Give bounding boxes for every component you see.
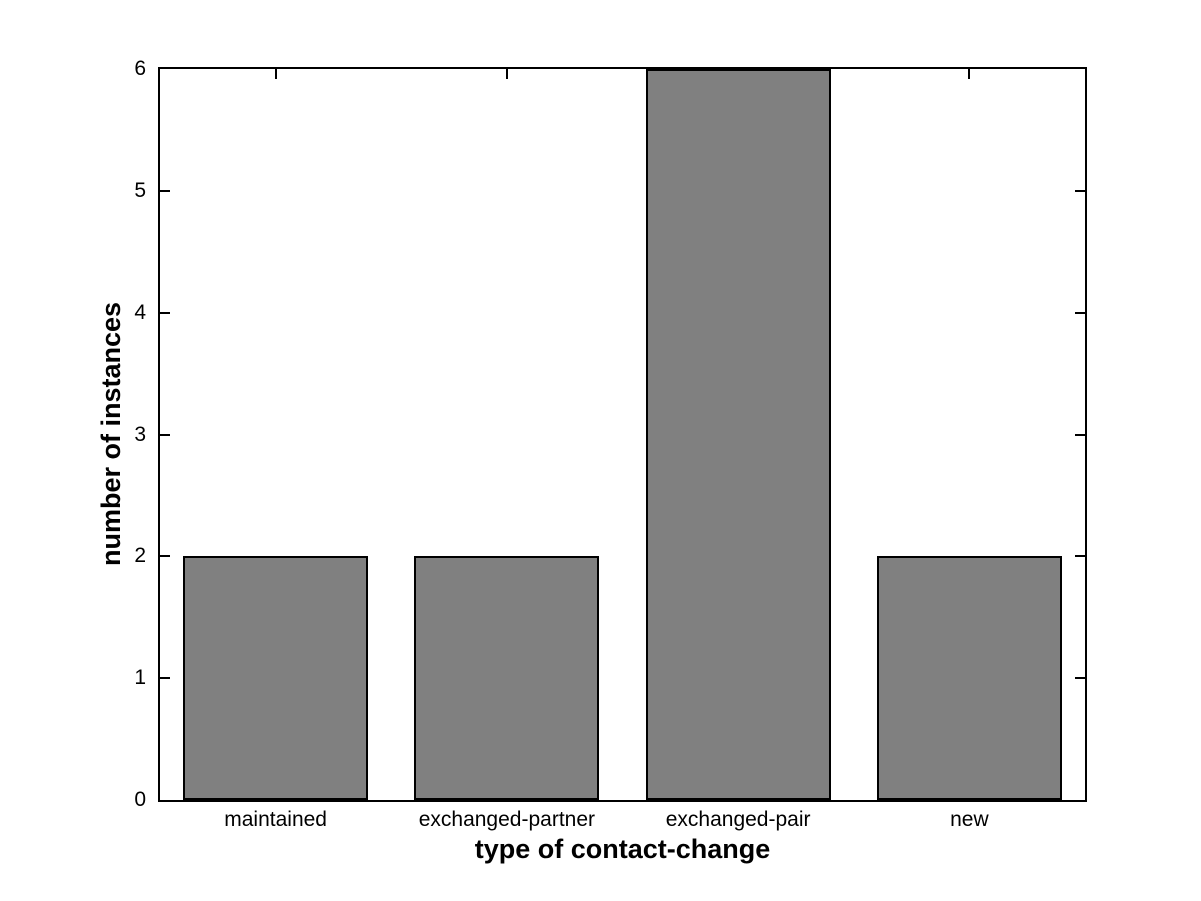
bar-exchanged-pair xyxy=(645,69,831,800)
x-tick-label-maintained: maintained xyxy=(224,808,327,831)
y-tick-right xyxy=(1075,189,1085,192)
x-axis-label: type of contact-change xyxy=(474,834,771,864)
y-tick-label-3: 3 xyxy=(134,422,146,446)
y-tick-label-6: 6 xyxy=(134,57,146,80)
y-tick-label-4: 4 xyxy=(134,300,146,324)
y-tick-label-1: 1 xyxy=(134,666,146,690)
y-tick-label-5: 5 xyxy=(134,178,146,202)
x-tick-label-exchanged-pair: exchanged-pair xyxy=(665,808,811,831)
x-tick-label-new: new xyxy=(950,808,989,831)
plot-area xyxy=(158,67,1087,802)
x-tick-top xyxy=(968,69,971,79)
bar-new xyxy=(876,556,1062,800)
bar-exchanged-partner xyxy=(414,556,600,800)
y-tick-label-0: 0 xyxy=(134,788,146,811)
y-tick-left xyxy=(160,189,170,192)
y-tick-right xyxy=(1075,433,1085,436)
y-axis-label: number of instances xyxy=(96,301,126,567)
y-tick-left xyxy=(160,311,170,314)
y-tick-left xyxy=(160,555,170,558)
y-tick-right xyxy=(1075,677,1085,680)
y-tick-label-2: 2 xyxy=(134,544,146,568)
x-tick-top xyxy=(505,69,508,79)
x-tick-label-exchanged-partner: exchanged-partner xyxy=(418,808,596,831)
y-tick-right xyxy=(1075,311,1085,314)
y-tick-left xyxy=(160,433,170,436)
bar-maintained xyxy=(183,556,369,800)
y-tick-left xyxy=(160,677,170,680)
x-tick-top xyxy=(274,69,277,79)
y-tick-right xyxy=(1075,555,1085,558)
